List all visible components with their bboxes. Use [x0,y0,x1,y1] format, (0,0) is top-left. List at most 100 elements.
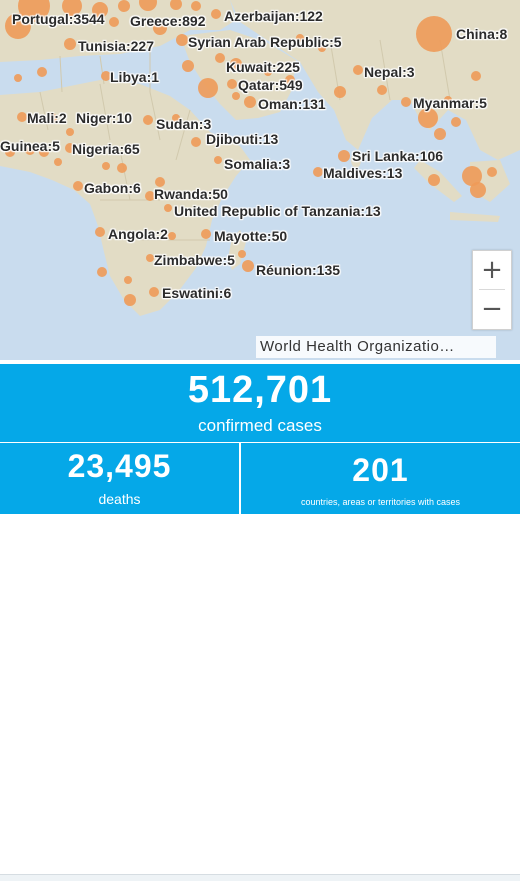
case-marker[interactable] [230,58,242,70]
case-marker[interactable] [264,68,272,76]
country-label[interactable]: Nepal:3 [364,64,415,80]
case-marker[interactable] [313,167,323,177]
case-marker[interactable] [18,0,50,22]
case-marker[interactable] [47,113,57,123]
case-marker[interactable] [143,115,153,125]
case-marker[interactable] [471,71,481,81]
country-label[interactable]: Guinea:5 [0,138,60,154]
case-marker[interactable] [285,75,295,85]
case-marker[interactable] [101,71,111,81]
world-map[interactable]: Portugal:3544 Greece:892 Azerbaijan:122 Chi… [0,0,520,360]
case-marker[interactable] [39,147,49,157]
case-marker[interactable] [155,177,165,187]
country-label[interactable]: Nigeria:65 [72,141,140,157]
case-marker[interactable] [146,254,154,262]
case-marker[interactable] [434,128,446,140]
case-marker[interactable] [462,166,482,186]
case-marker[interactable] [470,182,486,198]
country-label[interactable]: Greece:892 [130,13,206,29]
case-marker[interactable] [215,53,225,63]
case-marker[interactable] [487,167,497,177]
case-marker[interactable] [451,117,461,127]
case-marker[interactable] [238,250,246,258]
case-marker[interactable] [65,143,75,153]
case-marker[interactable] [117,163,127,173]
case-marker[interactable] [191,137,201,147]
country-label[interactable]: Oman:131 [258,96,326,112]
country-label[interactable]: Eswatini:6 [162,285,231,301]
case-marker[interactable] [211,9,221,19]
case-marker[interactable] [95,227,105,237]
country-label[interactable]: Niger:10 [76,110,132,126]
case-marker[interactable] [97,267,107,277]
case-marker[interactable] [201,229,211,239]
case-marker[interactable] [54,158,62,166]
country-label[interactable]: Libya:1 [110,69,159,85]
case-marker[interactable] [214,156,222,164]
case-marker[interactable] [109,17,119,27]
case-marker[interactable] [149,287,159,297]
case-marker[interactable] [232,92,240,100]
case-marker[interactable] [418,108,438,128]
case-marker[interactable] [318,44,326,52]
case-marker[interactable] [334,86,346,98]
case-marker[interactable] [176,34,188,46]
country-label[interactable]: Qatar:549 [238,77,303,93]
case-marker[interactable] [168,232,176,240]
case-marker[interactable] [5,147,15,157]
country-label[interactable]: Angola:2 [108,226,168,242]
country-label[interactable]: Réunion:135 [256,262,340,278]
country-label[interactable]: Sudan:3 [156,116,211,132]
case-marker[interactable] [145,191,155,201]
case-marker[interactable] [102,162,110,170]
case-marker[interactable] [66,128,74,136]
case-marker[interactable] [296,34,304,42]
case-marker[interactable] [166,258,174,266]
zoom-out-button[interactable]: − [481,294,503,324]
country-label[interactable]: Kuwait:225 [226,59,300,75]
country-label[interactable]: Mali:2 [27,110,67,126]
case-marker[interactable] [164,204,172,212]
country-label[interactable]: China:8 [456,26,507,42]
case-marker[interactable] [198,78,218,98]
case-marker[interactable] [92,2,108,18]
case-marker[interactable] [428,174,440,186]
case-marker[interactable] [227,79,237,89]
case-marker[interactable] [139,0,157,11]
case-marker[interactable] [153,21,167,35]
case-marker[interactable] [172,114,180,122]
country-label[interactable]: Somalia:3 [224,156,290,172]
case-marker[interactable] [25,145,35,155]
case-marker[interactable] [242,260,254,272]
country-label[interactable]: Zimbabwe:5 [154,252,235,268]
case-marker[interactable] [377,85,387,95]
country-label[interactable]: Syrian Arab Republic:5 [188,34,342,50]
case-marker[interactable] [182,60,194,72]
case-marker[interactable] [124,294,136,306]
map-attribution[interactable]: World Health Organizatio… [256,336,496,358]
country-label[interactable]: Gabon:6 [84,180,141,196]
case-marker[interactable] [14,74,22,82]
country-label[interactable]: Myanmar:5 [413,95,487,111]
case-marker[interactable] [416,16,452,52]
country-label[interactable]: Mayotte:50 [214,228,287,244]
case-marker[interactable] [64,38,76,50]
case-marker[interactable] [401,97,411,107]
country-label[interactable]: Maldives:13 [323,165,402,181]
country-label[interactable]: Djibouti:13 [206,131,278,147]
country-label[interactable]: Sri Lanka:106 [352,148,443,164]
case-marker[interactable] [118,0,130,12]
case-marker[interactable] [124,276,132,284]
country-label[interactable]: Rwanda:50 [154,186,228,202]
country-label[interactable]: Portugal:3544 [12,11,105,27]
case-marker[interactable] [73,181,83,191]
country-label[interactable]: Tunisia:227 [78,38,154,54]
case-marker[interactable] [37,67,47,77]
country-label[interactable]: Azerbaijan:122 [224,8,323,24]
case-marker[interactable] [338,150,350,162]
case-marker[interactable] [62,0,82,16]
case-marker[interactable] [444,96,452,104]
zoom-in-button[interactable]: + [481,255,503,285]
case-marker[interactable] [170,0,182,10]
case-marker[interactable] [244,96,256,108]
